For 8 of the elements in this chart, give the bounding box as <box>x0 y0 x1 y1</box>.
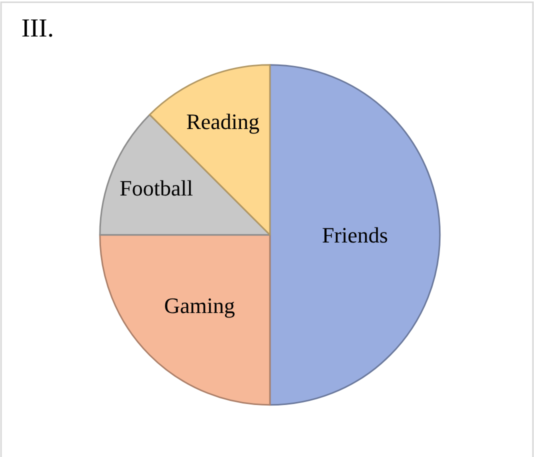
pie-slice <box>99 114 271 236</box>
slice-label: Football <box>120 175 194 200</box>
slice-label: Friends <box>322 222 388 248</box>
pie-slice <box>99 234 271 406</box>
slice-label: Gaming <box>164 292 235 318</box>
pie-slice <box>269 64 440 406</box>
chart-title: III. <box>21 14 54 43</box>
slice-label: Reading <box>186 108 260 134</box>
